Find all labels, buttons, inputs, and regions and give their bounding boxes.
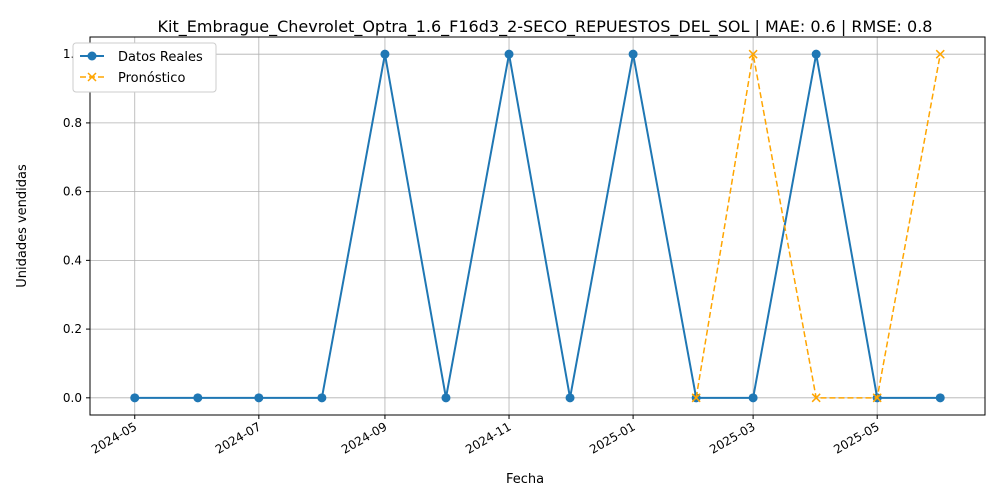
y-tick-label: 0.8 — [63, 116, 82, 130]
data-point — [317, 393, 327, 403]
legend-item-datos-reales: Datos Reales — [80, 50, 203, 65]
data-point — [935, 49, 945, 59]
data-point — [380, 49, 390, 59]
data-point — [628, 49, 638, 59]
y-tick-label: 0.6 — [63, 185, 82, 199]
legend: Datos Reales Pronóstico — [72, 42, 217, 93]
series-datos-reales — [130, 49, 945, 403]
x-tick-label: 2024-11 — [463, 419, 513, 456]
data-point — [691, 393, 701, 403]
x-tick-label: 2024-09 — [339, 419, 389, 456]
series-line — [695, 54, 941, 399]
data-point — [254, 393, 264, 403]
y-tick-label: 0.2 — [63, 322, 82, 336]
legend-box — [72, 42, 217, 93]
series-pronostico — [691, 49, 945, 403]
data-point — [748, 49, 758, 59]
data-point — [935, 393, 945, 403]
data-point — [504, 49, 514, 59]
data-point — [748, 393, 758, 403]
legend-marker-pronostico — [87, 72, 97, 82]
x-tick-label: 2024-07 — [213, 419, 263, 456]
data-point — [811, 393, 821, 403]
series-line — [134, 54, 941, 399]
data-point — [565, 393, 575, 403]
chart-title: Kit_Embrague_Chevrolet_Optra_1.6_F16d3_2… — [158, 17, 933, 37]
data-point — [193, 393, 203, 403]
legend-label-datos-reales: Datos Reales — [118, 50, 203, 65]
grid-lines — [90, 37, 985, 415]
y-tick-label: 0.0 — [63, 391, 82, 405]
plot-area-frame — [89, 36, 986, 416]
y-axis-ticks: 0.00.20.40.60.81.0 — [63, 47, 90, 405]
plot-series — [130, 49, 945, 403]
x-tick-label: 2025-03 — [707, 419, 757, 456]
data-point — [811, 49, 821, 59]
y-tick-label: 0.4 — [63, 253, 82, 267]
legend-label-pronostico: Pronóstico — [118, 71, 185, 86]
x-tick-label: 2024-05 — [89, 419, 139, 456]
data-point — [441, 393, 451, 403]
legend-item-pronostico: Pronóstico — [80, 71, 185, 86]
data-point — [872, 393, 882, 403]
x-tick-label: 2025-05 — [831, 419, 881, 456]
x-axis-label: Fecha — [506, 472, 544, 487]
x-tick-label: 2025-01 — [587, 419, 637, 456]
x-axis-ticks: 2024-05 2024-07 2024-09 2024-11 2025-01 2025-… — [89, 415, 882, 457]
y-axis-label: Unidades vendidas — [15, 164, 30, 288]
legend-marker-datos-reales — [87, 51, 97, 61]
data-point — [130, 393, 140, 403]
